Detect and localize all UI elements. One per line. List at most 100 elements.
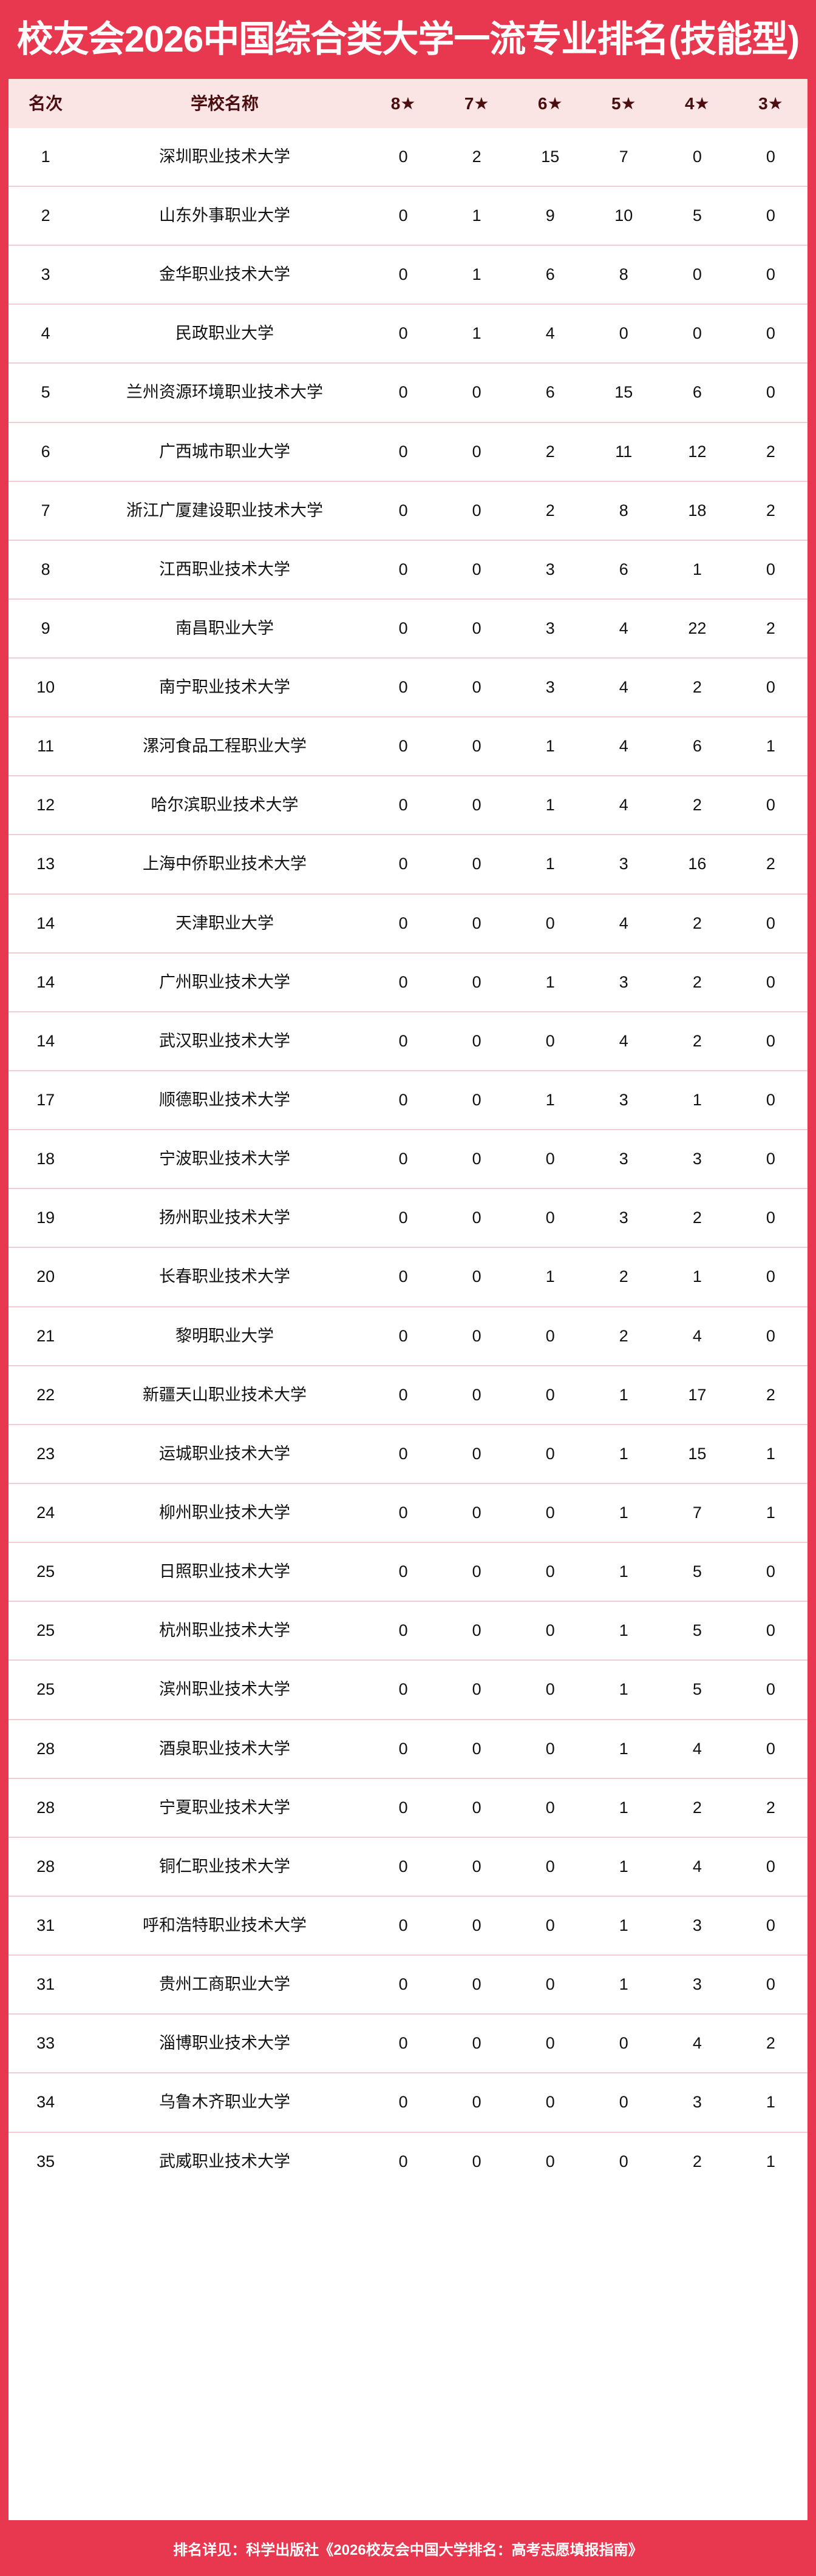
column-header-8-star[interactable]: 8★: [390, 94, 416, 113]
column-header-3-star[interactable]: 3★: [758, 94, 783, 113]
cell-rank: 7: [8, 480, 83, 540]
table-row[interactable]: 20 长春职业技术大学 0 0 1 2 1 0: [8, 1247, 807, 1307]
cell-3-star-count: 0: [766, 147, 775, 166]
cell-7-star-count: 0: [440, 2131, 514, 2191]
cell-3-star-count: 0: [733, 1188, 807, 1248]
cell-school-name: 天津职业大学: [83, 893, 367, 953]
column-header-5-star[interactable]: 5★: [611, 94, 636, 113]
cell-4-star-count: 2: [660, 2131, 734, 2191]
cell-5-star-count: 10: [586, 185, 661, 246]
table-row[interactable]: 2 山东外事职业大学 0 1 9 10 5 0: [8, 185, 807, 246]
table-row[interactable]: 12 哈尔滨职业技术大学 0 0 1 4 2 0: [8, 775, 807, 835]
column-header-4-star[interactable]: 4★: [685, 94, 710, 113]
cell-7-star-count: 0: [440, 2072, 514, 2132]
cell-3-star-count: 0: [733, 1954, 807, 2015]
table-row[interactable]: 24 柳州职业技术大学 0 0 0 1 7 1: [8, 1483, 807, 1543]
cell-rank: 35: [8, 2131, 83, 2191]
cell-school-name: 江西职业技术大学: [83, 539, 367, 599]
cell-7-star-count: 0: [440, 539, 514, 599]
cell-7-star-count: 0: [440, 421, 514, 481]
cell-7-star-count: 0: [440, 1364, 514, 1425]
cell-4-star-count: 4: [660, 1836, 734, 1897]
cell-5-star-count: 1: [586, 1364, 661, 1425]
column-header-6-star[interactable]: 6★: [537, 94, 563, 113]
table-row[interactable]: 4 民政职业大学 0 1 4 0 0 0: [8, 303, 807, 364]
table-row[interactable]: 5 兰州资源环境职业技术大学 0 0 6 15 6 0: [8, 362, 807, 422]
cell-4-star-count: 0: [660, 303, 734, 364]
cell-8-star-count: 0: [366, 1601, 440, 1661]
cell-3-star-count: 0: [733, 362, 807, 422]
cell-5-star-count: 1: [586, 1483, 661, 1543]
column-header-school[interactable]: 学校名称: [190, 94, 259, 113]
table-row[interactable]: 31 呼和浩特职业技术大学 0 0 0 1 3 0: [8, 1896, 807, 1956]
cell-3-star-count: 0: [733, 1542, 807, 1602]
cell-6-star-count: 0: [513, 1659, 587, 1720]
cell-6-star-count: 0: [513, 1188, 587, 1248]
cell-8-star-count: 0: [366, 362, 440, 422]
cell-5-star-count: 1: [586, 1423, 661, 1484]
cell-school-name: 顺德职业技术大学: [83, 1070, 367, 1130]
table-row[interactable]: 33 淄博职业技术大学 0 0 0 0 4 2: [8, 2013, 807, 2073]
table-row[interactable]: 9 南昌职业大学 0 0 3 4 22 2: [8, 598, 807, 659]
table-row[interactable]: 19 扬州职业技术大学 0 0 0 3 2 0: [8, 1188, 807, 1248]
table-row[interactable]: 22 新疆天山职业技术大学 0 0 0 1 17 2: [8, 1364, 807, 1425]
cell-5-star-count: 15: [586, 362, 661, 422]
table-row[interactable]: 23 运城职业技术大学 0 0 0 1 15 1: [8, 1423, 807, 1484]
cell-rank: 33: [8, 2013, 83, 2073]
table-row[interactable]: 35 武威职业技术大学 0 0 0 0 2 1: [8, 2131, 807, 2191]
cell-7-star-count: 0: [440, 1070, 514, 1130]
table-row[interactable]: 1 深圳职业技术大学 0 2 15 7 0 0: [8, 127, 807, 186]
table-row[interactable]: 14 广州职业技术大学 0 0 1 3 2 0: [8, 952, 807, 1012]
cell-8-star-count: 0: [366, 1129, 440, 1189]
table-row[interactable]: 13 上海中侨职业技术大学 0 0 1 3 16 2: [8, 834, 807, 894]
cell-5-star-count: 2: [586, 1306, 661, 1366]
table-row[interactable]: 18 宁波职业技术大学 0 0 0 3 3 0: [8, 1129, 807, 1189]
cell-4-star-count: 15: [660, 1423, 734, 1484]
table-row[interactable]: 31 贵州工商职业大学 0 0 0 1 3 0: [8, 1954, 807, 2015]
cell-5-star-count: 3: [586, 952, 661, 1012]
cell-8-star-count: 0: [366, 421, 440, 481]
cell-4-star-count: 2: [660, 775, 734, 835]
cell-3-star-count: 1: [733, 1483, 807, 1543]
cell-school-name: 民政职业大学: [83, 303, 367, 364]
table-row[interactable]: 25 杭州职业技术大学 0 0 0 1 5 0: [8, 1601, 807, 1661]
cell-5-star-count: 0: [586, 2131, 661, 2191]
cell-7-star-count: 0: [440, 1011, 514, 1071]
table-row[interactable]: 6 广西城市职业大学 0 0 2 11 12 2: [8, 421, 807, 481]
cell-6-star-count: 1: [513, 716, 587, 776]
cell-8-star-count: 0: [366, 1954, 440, 2015]
table-row[interactable]: 17 顺德职业技术大学 0 0 1 3 1 0: [8, 1070, 807, 1130]
table-row[interactable]: 34 乌鲁木齐职业大学 0 0 0 0 3 1: [8, 2072, 807, 2132]
table-row[interactable]: 3 金华职业技术大学 0 1 6 8 0 0: [8, 245, 807, 305]
table-row[interactable]: 21 黎明职业大学 0 0 0 2 4 0: [8, 1306, 807, 1366]
page-title: 校友会2026中国综合类大学一流专业排名(技能型): [16, 19, 800, 59]
cell-6-star-count: 3: [513, 657, 587, 717]
cell-school-name: 南宁职业技术大学: [83, 657, 367, 717]
table-row[interactable]: 25 滨州职业技术大学 0 0 0 1 5 0: [8, 1659, 807, 1720]
table-row[interactable]: 25 日照职业技术大学 0 0 0 1 5 0: [8, 1542, 807, 1602]
table-row[interactable]: 28 宁夏职业技术大学 0 0 0 1 2 2: [8, 1777, 807, 1837]
table-row[interactable]: 11 漯河食品工程职业大学 0 0 1 4 6 1: [8, 716, 807, 776]
table-row[interactable]: 8 江西职业技术大学 0 0 3 6 1 0: [8, 539, 807, 599]
cell-6-star-count: 0: [513, 1601, 587, 1661]
cell-6-star-count: 0: [513, 2072, 587, 2132]
column-header-rank[interactable]: 名次: [29, 94, 63, 113]
cell-school-name: 柳州职业技术大学: [83, 1483, 367, 1543]
table-row[interactable]: 28 铜仁职业技术大学 0 0 0 1 4 0: [8, 1836, 807, 1897]
cell-7-star-count: 0: [440, 834, 514, 894]
column-header-7-star[interactable]: 7★: [464, 94, 489, 113]
cell-school-name: 深圳职业技术大学: [158, 147, 290, 166]
cell-6-star-count: 1: [513, 952, 587, 1012]
cell-3-star-count: 0: [733, 245, 807, 305]
table-row[interactable]: 10 南宁职业技术大学 0 0 3 4 2 0: [8, 657, 807, 717]
cell-rank: 28: [8, 1777, 83, 1837]
cell-school-name: 广州职业技术大学: [83, 952, 367, 1012]
ranking-table: 名次 学校名称 8★ 7★ 6★ 5★ 4★ 3★ 1 深圳职业技术大学 0 2 15 7…: [8, 79, 807, 2191]
cell-rank: 13: [8, 834, 83, 894]
table-body: 1 深圳职业技术大学 0 2 15 7 0 0 2 山东外事职业大学 0 1 9 10 5 0 3 金华职业技术大…: [8, 127, 807, 2191]
table-row[interactable]: 28 酒泉职业技术大学 0 0 0 1 4 0: [8, 1718, 807, 1778]
cell-3-star-count: 2: [733, 834, 807, 894]
table-row[interactable]: 14 天津职业大学 0 0 0 4 2 0: [8, 893, 807, 953]
table-row[interactable]: 14 武汉职业技术大学 0 0 0 4 2 0: [8, 1011, 807, 1071]
table-row[interactable]: 7 浙江广厦建设职业技术大学 0 0 2 8 18 2: [8, 480, 807, 540]
